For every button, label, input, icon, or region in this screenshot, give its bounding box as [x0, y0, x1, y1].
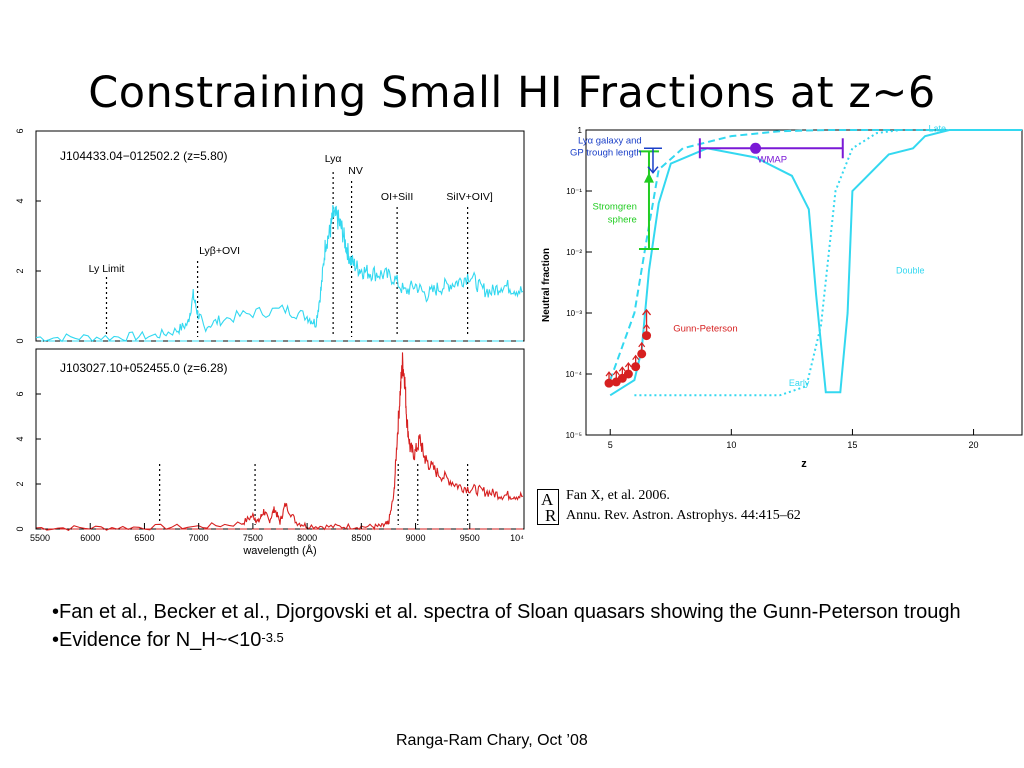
gp-arrow-head [624, 362, 632, 368]
spectrum-trace [35, 352, 524, 531]
model-curve-late [609, 129, 1022, 381]
gp-point [637, 349, 647, 359]
gp-arrow-head [612, 369, 620, 376]
lya-label: Lyα galaxy and [578, 135, 642, 146]
y-tick-label: 10⁻⁵ [566, 431, 582, 440]
y-tick-label: 6 [15, 128, 25, 133]
exponent: -3.5 [261, 630, 284, 645]
x-axis-label: wavelength (Å) [242, 544, 316, 557]
neutral-fraction-figure: Neutral fraction z 10⁻⁵ 10⁻⁴ 10⁻³ 10⁻² 10⁻¹ 1… [541, 123, 1023, 470]
quasar-label: J104433.04−012502.2 (z=5.80) [60, 149, 227, 163]
emission-line-label: Lyβ+OVI [199, 245, 240, 257]
gp-arrow-head [605, 371, 613, 377]
y-tick-label: 10⁻¹ [566, 187, 582, 196]
lya-label: GP trough length [570, 147, 642, 158]
bullet-item: •Evidence for N_H~<10-3.5 [52, 626, 992, 654]
emission-line-label: Ly Limit [89, 263, 125, 275]
gp-arrow-head [638, 341, 646, 348]
y-tick-label: 2 [15, 268, 25, 273]
bullet-text: •Evidence for N_H~<10 [52, 629, 262, 651]
x-tick-label: 8500 [351, 533, 371, 543]
x-tick-label: 10⁴ [510, 533, 524, 543]
slide-title: Constraining Small HI Fractions at z~6 [88, 68, 936, 118]
gp-point [623, 369, 633, 379]
quasar-spectra-figure: J104433.04−012502.2 (z=5.80) 0 2 4 6 Ly Limi… [15, 128, 525, 557]
gp-point [631, 362, 641, 372]
x-tick-label: 10 [726, 440, 736, 450]
gp-label: Gunn-Peterson [673, 323, 737, 334]
x-tick-label: 8000 [297, 533, 317, 543]
plot-frame [35, 348, 525, 530]
x-tick-label: 6500 [134, 533, 154, 543]
citation-line-2: Annu. Rev. Astron. Astrophys. 44:415–62 [566, 508, 801, 523]
stromgren-label: sphere [608, 214, 637, 225]
emission-line-label: OI+SiII [381, 191, 413, 203]
gp-point [604, 378, 614, 388]
x-tick-label: 9500 [460, 533, 480, 543]
x-tick-label: 9000 [406, 533, 426, 543]
x-tick-label: 6000 [80, 533, 100, 543]
emission-line-label: Lyα [325, 153, 342, 165]
x-tick-label: 5 [608, 440, 613, 450]
quasar-label: J103027.10+052455.0 (z=6.28) [60, 361, 227, 375]
y-tick-label: 1 [578, 126, 583, 135]
emission-line-label: SiIV+OIV] [446, 191, 492, 203]
curve-label-double: Double [896, 265, 925, 275]
plot-area: 10⁻⁵10⁻⁴10⁻³10⁻²10⁻¹15 10 15 20LateDoubleEa… [565, 123, 1022, 450]
bullet-item: •Fan et al., Becker et al., Djorgovski e… [52, 601, 961, 623]
model-curve-early [634, 129, 1022, 397]
model-curve-double [609, 129, 1022, 397]
x-tick-label: 20 [969, 440, 979, 450]
y-tick-label: 6 [15, 391, 25, 396]
emission-line-label: NV [348, 165, 363, 177]
gp-arrow-head [632, 354, 640, 361]
x-axis-label: z [801, 458, 807, 470]
y-axis-label: Neutral fraction [541, 248, 552, 322]
y-tick-label: 10⁻² [566, 248, 582, 257]
bullet-list: •Fan et al., Becker et al., Djorgovski e… [52, 598, 992, 654]
lya-arrow-head [647, 166, 659, 174]
spectrum-panel-bottom: J103027.10+052455.0 (z=6.28) wavelength … [15, 348, 525, 557]
plot-frame [585, 129, 1023, 436]
y-tick-label: 4 [15, 198, 25, 203]
y-tick-label: 0 [15, 526, 25, 531]
spectrum-trace [35, 204, 524, 343]
x-tick-label: 7000 [189, 533, 209, 543]
y-tick-label: 10⁻³ [566, 309, 582, 318]
gp-arrow-head [618, 366, 626, 372]
y-tick-label: 2 [15, 481, 25, 486]
y-tick-label: 0 [15, 338, 25, 343]
citation-line-1: Fan X, et al. 2006. [566, 488, 670, 503]
x-tick-label: 5500 [30, 533, 50, 543]
y-tick-label: 10⁻⁴ [565, 370, 582, 379]
wmap-label: WMAP [758, 154, 788, 165]
y-tick-label: 4 [15, 436, 25, 441]
x-tick-label: 7500 [243, 533, 263, 543]
spectrum-panel-top: J104433.04−012502.2 (z=5.80) 0 2 4 6 Ly Limi… [15, 128, 525, 344]
x-tick-label: 15 [847, 440, 857, 450]
wmap-point [750, 142, 762, 154]
curve-label-early: Early [789, 378, 810, 388]
gp-arrow-head [642, 308, 652, 316]
curve-label-late: Late [928, 123, 946, 133]
stromgren-marker [643, 172, 654, 183]
stromgren-label: Stromgren [593, 201, 637, 212]
footer-credit: Ranga-Ram Chary, Oct ’08 [396, 732, 588, 749]
